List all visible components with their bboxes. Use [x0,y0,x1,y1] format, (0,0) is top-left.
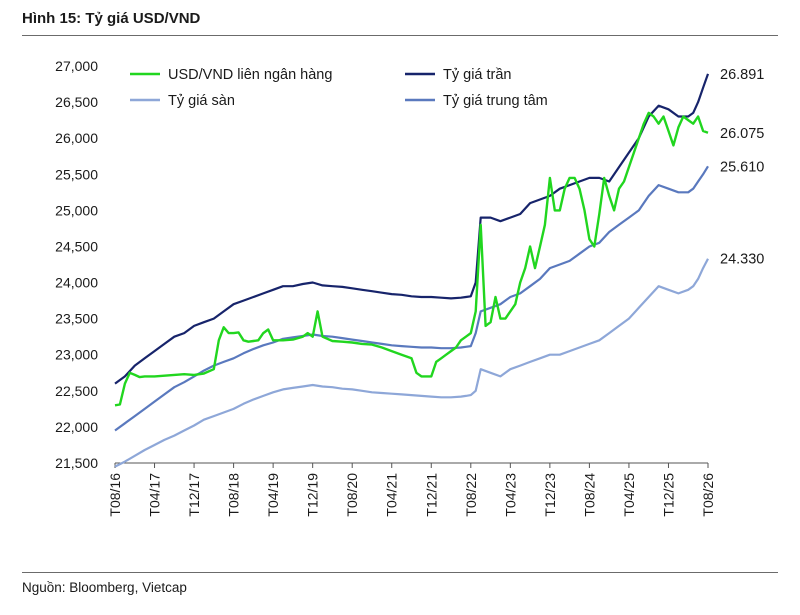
legend-label: USD/VND liên ngân hàng [168,67,332,83]
y-axis: 27,000 26,500 26,000 25,500 25,000 24,500 24,0… [55,58,98,471]
x-tick-label: T04/19 [265,473,281,517]
x-tick-label: T12/25 [660,473,676,517]
x-tick-label: T08/16 [107,473,123,517]
y-tick-label: 22,000 [55,419,98,435]
end-value-label: 26.075 [720,126,764,142]
legend-label: Tỷ giá trần [443,67,512,83]
x-tick-label: T08/22 [463,473,479,517]
y-tick-label: 23,500 [55,311,98,327]
top-divider [22,35,778,36]
source-note: Nguồn: Bloomberg, Vietcap [22,580,187,595]
x-tick-label: T12/19 [305,473,321,517]
x-tick-label: T08/26 [700,473,716,517]
y-tick-label: 22,500 [55,383,98,399]
y-tick-label: 24,000 [55,275,98,291]
chart-title: Hình 15: Tỷ giá USD/VND [22,10,201,27]
x-tick-label: T12/23 [542,473,558,517]
x-axis: T08/16 T04/17 T12/17 T08/18 T04/19 T12/19 T08/… [107,462,716,517]
end-value-label: 26.891 [720,67,764,83]
series-line-0 [114,111,709,407]
y-tick-label: 26,500 [55,94,98,110]
y-tick-label: 23,000 [55,347,98,363]
series-lines [114,73,710,468]
x-tick-label: T08/18 [226,473,242,517]
y-tick-label: 26,000 [55,130,98,146]
y-tick-label: 27,000 [55,58,98,74]
y-tick-label: 25,500 [55,166,98,182]
y-tick-label: 24,500 [55,238,98,254]
series-line-1 [114,73,710,385]
x-tick-label: T04/23 [502,473,518,517]
series-line-2 [114,258,709,468]
bottom-divider [22,572,778,573]
y-tick-label: 25,000 [55,202,98,218]
end-value-label: 24.330 [720,252,764,268]
end-labels: 26.075 26.891 24.330 25.610 [720,67,764,268]
x-tick-label: T12/17 [186,473,202,517]
legend: USD/VND liên ngân hàng Tỷ giá trần Tỷ giá … [130,67,548,109]
x-tick-label: T04/25 [621,473,637,517]
x-tick-label: T12/21 [423,473,439,517]
x-tick-label: T08/20 [344,473,360,517]
line-chart: 27,000 26,500 26,000 25,500 25,000 24,500 24,0… [55,58,764,517]
end-value-label: 25.610 [720,159,764,175]
x-tick-label: T04/21 [384,473,400,517]
y-tick-label: 21,500 [55,455,98,471]
series-line-3 [114,165,709,432]
legend-label: Tỷ giá sàn [168,93,235,109]
legend-label: Tỷ giá trung tâm [443,93,548,109]
x-tick-label: T08/24 [581,473,597,517]
x-tick-label: T04/17 [147,473,163,517]
